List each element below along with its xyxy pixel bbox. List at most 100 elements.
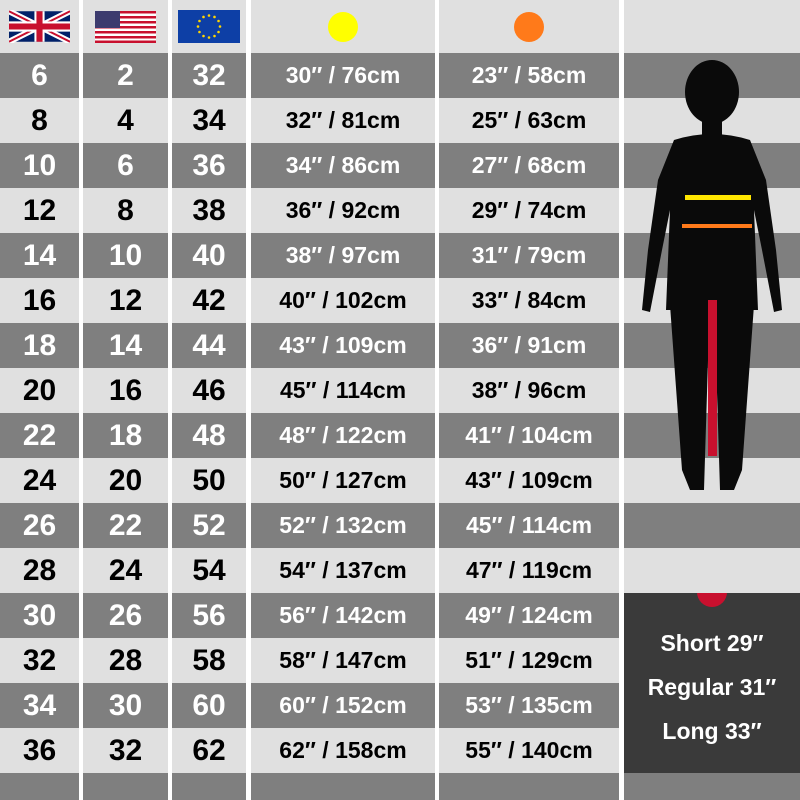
eu-star [217,19,220,23]
us-cell: 16 [83,368,168,413]
us-cell: 10 [83,233,168,278]
uk-cell: 12 [0,188,79,233]
waist-cell: 45″ / 114cm [439,503,619,548]
us-cell: 2 [83,53,168,98]
row-stripe [172,773,246,800]
us-cell: 8 [83,188,168,233]
eu-cell: 44 [172,323,246,368]
hip-cell: 58″ / 147cm [251,638,435,683]
waist-cell: 49″ / 124cm [439,593,619,638]
waist-header [439,0,619,53]
uk-cell: 32 [0,638,79,683]
hip-header [251,0,435,53]
hip-cell: 60″ / 152cm [251,683,435,728]
uk-flag-icon [9,10,70,43]
orange-dot-icon [514,11,544,42]
waist-column: 23″ / 58cm 25″ / 63cm 27″ / 68cm 29″ / 74cm… [439,0,619,800]
hip-cell: 30″ / 76cm [251,53,435,98]
row-stripe [624,773,800,800]
waist-cell: 38″ / 96cm [439,368,619,413]
yellow-dot-icon [328,11,358,42]
us-cell: 18 [83,413,168,458]
us-header [83,0,168,53]
waist-cell: 47″ / 119cm [439,548,619,593]
hip-column: 30″ / 76cm 32″ / 81cm 34″ / 86cm 36″ / 92cm… [251,0,435,800]
eu-cell: 56 [172,593,246,638]
hip-cell: 40″ / 102cm [251,278,435,323]
waist-cell: 31″ / 79cm [439,233,619,278]
eu-star [202,34,205,38]
us-cell: 20 [83,458,168,503]
us-flag-icon [95,10,156,43]
eu-cell: 54 [172,548,246,593]
uk-cell: 30 [0,593,79,638]
uk-size-column: 6 8 10 12 14 16 18 20 22 24 26 28 30 32 34 36 [0,0,79,800]
row-stripe [251,773,435,800]
us-size-column: 2 4 6 8 10 12 14 16 18 20 22 24 26 28 30 32 [83,0,168,800]
eu-star [217,30,220,34]
hip-cell: 62″ / 158cm [251,728,435,773]
eu-cell: 62 [172,728,246,773]
eu-flag-icon [178,10,240,43]
hip-cell: 52″ / 132cm [251,503,435,548]
hip-cell: 56″ / 142cm [251,593,435,638]
waist-cell: 23″ / 58cm [439,53,619,98]
us-cell: 24 [83,548,168,593]
row-stripe [439,773,619,800]
eu-star [213,15,216,19]
eu-cell: 32 [172,53,246,98]
eu-star [213,34,216,38]
eu-star [198,19,201,23]
waist-cell: 29″ / 74cm [439,188,619,233]
eu-cell: 40 [172,233,246,278]
hip-cell: 34″ / 86cm [251,143,435,188]
uk-cell: 34 [0,683,79,728]
eu-size-column: 32 34 36 38 40 42 44 46 48 50 52 54 56 58 60 62 [172,0,246,800]
us-cell: 4 [83,98,168,143]
uk-cell: 24 [0,458,79,503]
leg-length-short: Short 29″ [660,630,764,656]
hip-cell: 36″ / 92cm [251,188,435,233]
row-stripe [0,773,79,800]
us-cell: 30 [83,683,168,728]
eu-star [198,30,201,34]
leg-length-long: Long 33″ [662,718,762,744]
figure-column: Short 29″ Regular 31″ Long 33″ [624,0,800,800]
row-stripe [624,458,800,503]
eu-star [207,36,211,39]
us-cell: 22 [83,503,168,548]
eu-cell: 52 [172,503,246,548]
hip-cell: 43″ / 109cm [251,323,435,368]
eu-cell: 50 [172,458,246,503]
hip-cell: 38″ / 97cm [251,233,435,278]
uk-cell: 16 [0,278,79,323]
eu-star [196,25,200,28]
us-cell: 26 [83,593,168,638]
row-stripe [624,503,800,548]
eu-star [218,25,222,28]
eu-star [202,15,205,19]
waist-cell: 25″ / 63cm [439,98,619,143]
hip-cell: 50″ / 127cm [251,458,435,503]
waist-cell: 53″ / 135cm [439,683,619,728]
us-cell: 28 [83,638,168,683]
waist-cell: 43″ / 109cm [439,458,619,503]
us-cell: 14 [83,323,168,368]
hip-cell: 45″ / 114cm [251,368,435,413]
eu-header [172,0,246,53]
uk-cell: 28 [0,548,79,593]
eu-cell: 48 [172,413,246,458]
eu-cell: 46 [172,368,246,413]
waist-cell: 27″ / 68cm [439,143,619,188]
hip-cell: 32″ / 81cm [251,98,435,143]
figure-header [624,0,800,53]
row-stripe [624,548,800,593]
us-cell: 32 [83,728,168,773]
uk-cell: 20 [0,368,79,413]
eu-star [207,14,211,17]
female-silhouette-icon [642,60,782,490]
us-cell: 12 [83,278,168,323]
eu-cell: 38 [172,188,246,233]
uk-cell: 6 [0,53,79,98]
waist-cell: 36″ / 91cm [439,323,619,368]
